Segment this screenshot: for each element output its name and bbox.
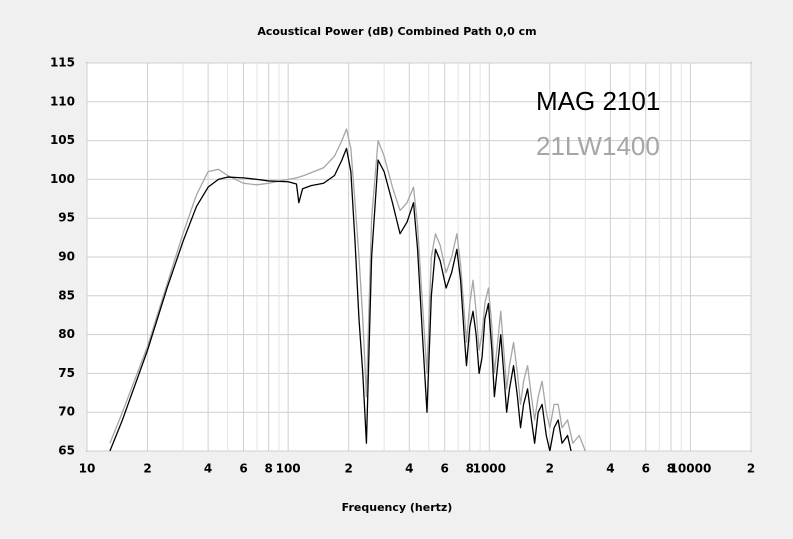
x-tick-label: 2: [345, 462, 353, 476]
x-tick-label: 2: [143, 462, 151, 476]
series-line: [109, 147, 572, 451]
x-tick-label: 8: [264, 462, 272, 476]
x-tick-label: 6: [440, 462, 448, 476]
lines: [109, 128, 586, 451]
x-tick-label: 8: [667, 462, 675, 476]
legend-entry: MAG 2101: [536, 86, 660, 116]
chart-title: Acoustical Power (dB) Combined Path 0,0 …: [257, 25, 536, 38]
x-tick-label: 100: [276, 462, 301, 476]
x-tick-label: 1000: [473, 462, 506, 476]
y-tick-label: 115: [50, 56, 75, 70]
y-tick-label: 100: [50, 172, 75, 186]
y-tick-label: 110: [50, 94, 75, 108]
y-tick-label: 80: [58, 327, 75, 341]
y-tick-label: 105: [50, 133, 75, 147]
x-tick-label: 4: [606, 462, 614, 476]
x-tick-label: 10: [79, 462, 96, 476]
x-tick-label: 4: [405, 462, 413, 476]
x-tick-label: 4: [204, 462, 212, 476]
x-tick-label: 8: [466, 462, 474, 476]
y-tick-label: 85: [58, 288, 75, 302]
y-tick-label: 90: [58, 250, 75, 264]
legend-entry: 21LW1400: [536, 131, 660, 161]
y-tick-label: 65: [58, 444, 75, 458]
x-tick-label: 2: [546, 462, 554, 476]
x-axis-label: Frequency (hertz): [342, 501, 453, 514]
y-tick-label: 70: [58, 405, 75, 419]
y-tick-label: 75: [58, 366, 75, 380]
x-tick-label: 2: [747, 462, 755, 476]
x-tick-label: 6: [239, 462, 247, 476]
y-tick-label: 95: [58, 211, 75, 225]
legend: MAG 2101 21LW1400: [536, 86, 660, 161]
x-tick-label: 10000: [670, 462, 712, 476]
x-tick-label: 6: [642, 462, 650, 476]
series-line: [109, 128, 586, 451]
